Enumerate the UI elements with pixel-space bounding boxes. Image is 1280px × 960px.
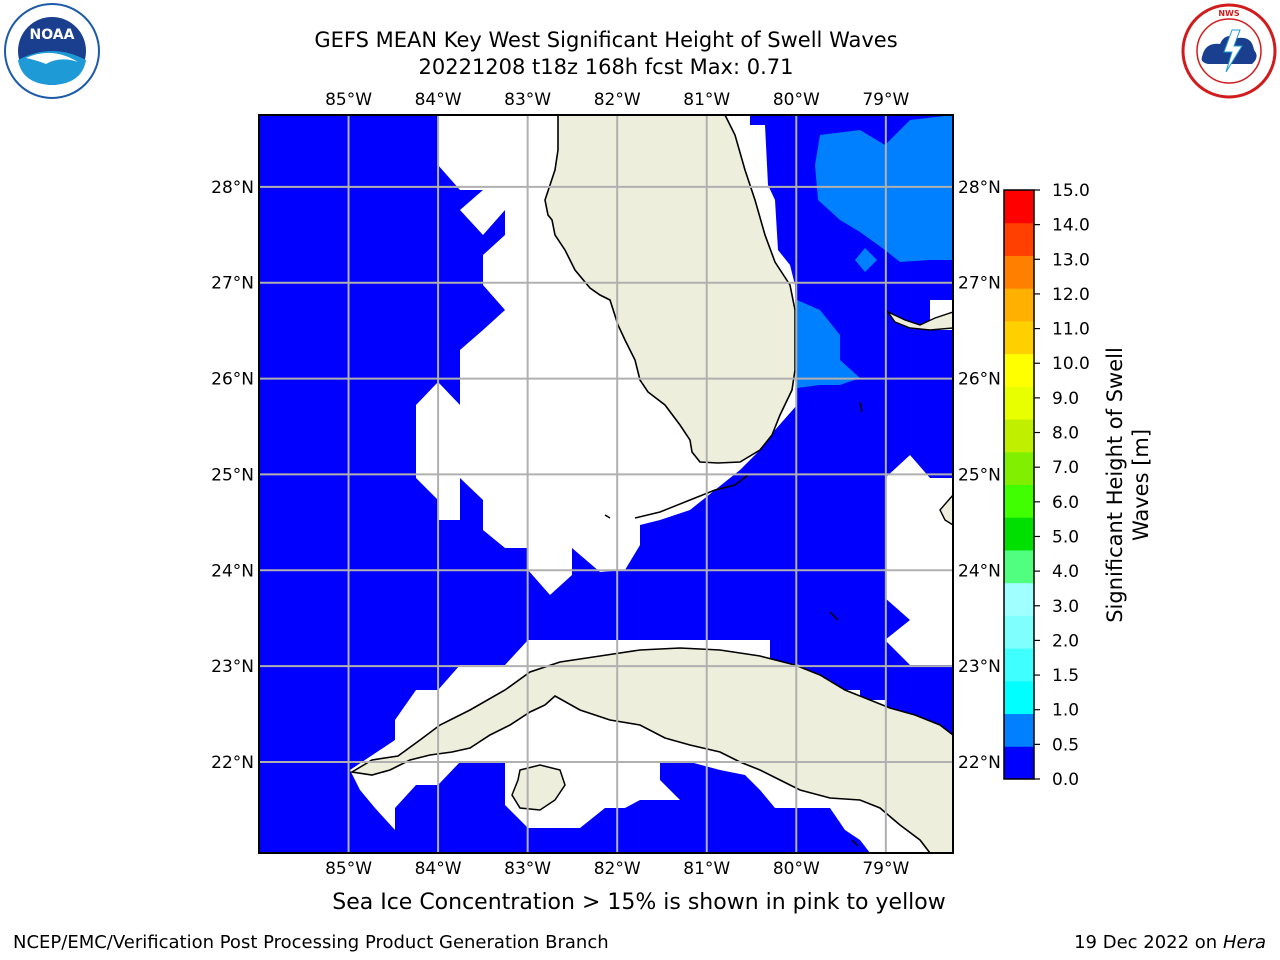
masked-area-bahamas-south (885, 455, 953, 665)
cuba-land (349, 647, 953, 853)
colorbar-tick-label: 1.0 (1052, 701, 1079, 721)
colorbar-segment (1004, 386, 1034, 420)
lon-label-bottom: 85°W (325, 859, 372, 879)
colorbar-segment (1004, 680, 1034, 715)
isla-de-la-juventud (511, 764, 566, 811)
sea-swell-0.5-1.0m-north (815, 115, 953, 262)
small-islands (829, 401, 863, 847)
colorbar-segment (1004, 648, 1034, 682)
colorbar-tick-label: 10.0 (1052, 354, 1090, 374)
producer-credit: NCEP/EMC/Verification Post Processing Pr… (13, 932, 609, 953)
colorbar: 0.0 0.5 1.0 1.5 2.0 3.0 4.0 5.0 6.0 7.0 8.0 9.0 10.0… (1003, 181, 1090, 790)
sea-swell-0.5-1.0m-patch (855, 248, 877, 272)
lon-label-top: 80°W (773, 90, 820, 110)
lon-label-top: 85°W (325, 90, 372, 110)
chart-title: GEFS MEAN Key West Significant Height of… (314, 28, 898, 52)
colorbar-tick-label: 3.0 (1052, 597, 1079, 617)
florida-land (544, 115, 796, 464)
lat-label-right: 25°N (958, 465, 1001, 485)
colorbar-tick-label: 8.0 (1052, 424, 1079, 444)
sea-ice-note: Sea Ice Concentration > 15% is shown in … (332, 890, 946, 915)
lat-label-right: 26°N (958, 370, 1001, 390)
colorbar-segment (1004, 255, 1034, 289)
colorbar-tick-label: 7.0 (1052, 458, 1079, 478)
lat-label-left: 26°N (211, 370, 254, 390)
map-frame (258, 114, 954, 854)
colorbar-tick-label: 15.0 (1052, 181, 1090, 201)
colorbar-frame (1003, 189, 1035, 780)
florida-keys (604, 474, 749, 519)
colorbar-segment (1004, 288, 1034, 322)
colorbar-tick-label: 0.5 (1052, 735, 1079, 755)
colorbar-label: Significant Height of SwellWaves [m] (1103, 347, 1153, 623)
colorbar-segment (1004, 320, 1034, 355)
lon-label-top: 79°W (862, 90, 909, 110)
lon-label-bottom: 81°W (683, 859, 730, 879)
lat-label-right: 23°N (958, 657, 1001, 677)
colorbar-segment (1004, 484, 1034, 518)
lat-label-left: 27°N (211, 274, 254, 294)
lon-label-bottom: 84°W (415, 859, 462, 879)
colorbar-tick-label: 12.0 (1052, 285, 1090, 305)
colorbar-tick-label: 0.0 (1052, 770, 1079, 790)
colorbar-segment (1004, 713, 1034, 747)
lon-label-bottom: 80°W (773, 859, 820, 879)
colorbar-tick-label: 4.0 (1052, 562, 1079, 582)
colorbar-tick-label: 6.0 (1052, 493, 1079, 513)
colorbar-tick-label: 11.0 (1052, 320, 1090, 340)
colorbar-segment (1004, 517, 1034, 551)
colorbar-label-line2: Waves [m] (1129, 429, 1153, 541)
lat-label-right: 24°N (958, 561, 1001, 581)
svg-text:NOAA: NOAA (30, 27, 75, 43)
lat-label-left: 25°N (211, 465, 254, 485)
colorbar-label-line1: Significant Height of Swell (1103, 347, 1127, 623)
lat-label-left: 24°N (211, 561, 254, 581)
production-date-text: 19 Dec 2022 on (1074, 932, 1218, 953)
lon-label-top: 81°W (683, 90, 730, 110)
colorbar-tick-label: 1.5 (1052, 666, 1079, 686)
colorbar-segment (1004, 353, 1034, 387)
svg-text:NWS: NWS (1218, 9, 1240, 18)
lon-label-top: 84°W (415, 90, 462, 110)
bahamas-land (885, 310, 953, 331)
colorbar-segment (1004, 419, 1034, 453)
graticule (259, 115, 953, 853)
colorbar-tick-label: 2.0 (1052, 631, 1079, 651)
colorbar-segment (1004, 582, 1034, 616)
nws-logo: NWS (1181, 3, 1277, 99)
axis-labels: 85°W 85°W 84°W 84°W 83°W 83°W 82°W 82°W 81°W 81°W… (211, 90, 1001, 879)
host-name: Hera (1222, 932, 1266, 953)
colorbar-tick-label: 5.0 (1052, 527, 1079, 547)
sea-swell-0.5-1.0m-south (797, 300, 860, 388)
lat-label-right: 28°N (958, 178, 1001, 198)
lat-label-left: 28°N (211, 178, 254, 198)
colorbar-segment (1004, 549, 1034, 584)
lat-label-right: 22°N (958, 753, 1001, 773)
colorbar-segment (1004, 190, 1034, 224)
lon-label-top: 83°W (504, 90, 551, 110)
lon-label-bottom: 83°W (504, 859, 551, 879)
colorbar-segment (1004, 615, 1034, 649)
colorbar-segment (1004, 746, 1034, 780)
lat-label-left: 22°N (211, 753, 254, 773)
lon-label-bottom: 82°W (594, 859, 641, 879)
andros-land (939, 493, 953, 526)
lat-label-left: 23°N (211, 657, 254, 677)
colorbar-tick-label: 13.0 (1052, 250, 1090, 270)
lat-label-right: 27°N (958, 274, 1001, 294)
colorbar-tick-label: 14.0 (1052, 216, 1090, 236)
colorbar-segment (1004, 222, 1034, 256)
chart-subtitle: 20221208 t18z 168h fcst Max: 0.71 (418, 55, 794, 79)
lon-label-top: 82°W (594, 90, 641, 110)
noaa-logo: NOAA (4, 3, 100, 99)
colorbar-segment (1004, 451, 1034, 485)
lon-label-bottom: 79°W (862, 859, 909, 879)
colorbar-tick-label: 9.0 (1052, 389, 1079, 409)
production-date: 19 Dec 2022 on Hera (1074, 932, 1266, 953)
